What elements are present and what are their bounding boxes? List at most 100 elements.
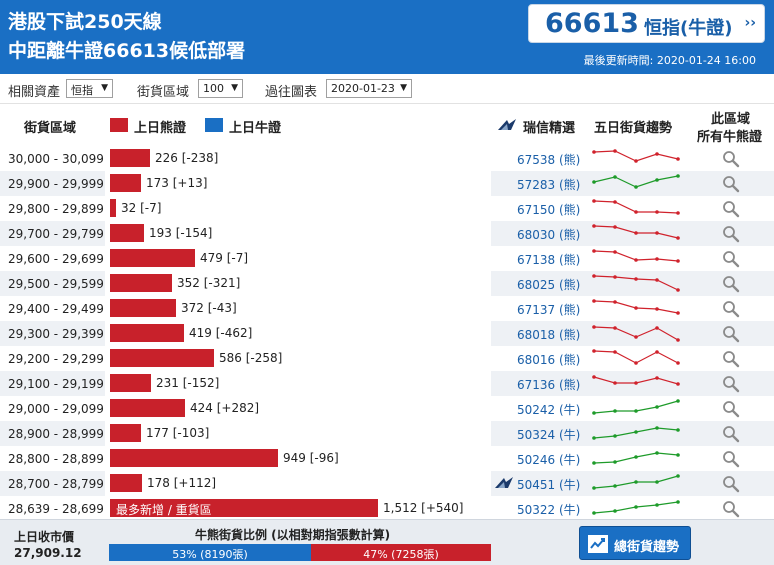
- headline-line1: 港股下試250天線: [8, 11, 162, 33]
- search-icon[interactable]: [722, 475, 740, 493]
- close-label: 上日收市價: [14, 530, 75, 544]
- chart-date-select[interactable]: 2020-01-23 ▼: [326, 79, 412, 98]
- search-icon[interactable]: [722, 275, 740, 293]
- sparkline-point: [613, 381, 617, 385]
- col-zone: 街貨區域: [24, 121, 77, 136]
- warrant-code-link[interactable]: 50324 (牛): [517, 428, 581, 442]
- search-icon[interactable]: [722, 200, 740, 218]
- row-right-bg: [491, 271, 774, 296]
- five-day-sparkline: [592, 199, 680, 215]
- zone-range: 30,000 - 30,099: [8, 152, 104, 166]
- zone-range: 28,900 - 28,999: [0, 421, 105, 446]
- search-icon[interactable]: [722, 225, 740, 243]
- heavy-zone-label: 最多新增 / 重貨區: [116, 503, 212, 517]
- warrant-code-link[interactable]: 50242 (牛): [517, 403, 581, 417]
- total-trend-label: 總街貨趨勢: [614, 540, 680, 555]
- five-day-sparkline: [592, 299, 680, 315]
- warrant-code-link[interactable]: 68016 (熊): [517, 353, 581, 367]
- featured-code: 66613: [545, 8, 639, 39]
- sparkline-point: [592, 325, 596, 329]
- warrant-code-link[interactable]: 67137 (熊): [517, 303, 581, 317]
- warrant-code-link[interactable]: 68025 (熊): [517, 278, 581, 292]
- warrant-code-link[interactable]: 67136 (熊): [517, 378, 581, 392]
- bull-ratio-segment: 53% (8190張): [109, 544, 311, 561]
- bar-value-label: 177 [-103]: [146, 426, 210, 440]
- table-row: 30,000 - 30,099 226 [-238] 67538 (熊): [0, 146, 774, 171]
- bear-bar: [110, 474, 142, 492]
- search-icon[interactable]: [722, 250, 740, 268]
- sparkline-point: [676, 500, 680, 504]
- zone-range: 29,400 - 29,499: [8, 302, 104, 316]
- page-header: 港股下試250天線 中距離牛證66613候低部署 66613 恒指(牛證) ››…: [0, 0, 774, 74]
- credit-suisse-sail-icon: [498, 119, 516, 130]
- sparkline-point: [655, 307, 659, 311]
- bear-legend-swatch: [110, 118, 128, 132]
- warrant-code-link[interactable]: 50246 (牛): [517, 453, 581, 467]
- zone-range: 29,900 - 29,999: [0, 171, 105, 196]
- warrant-code-link[interactable]: 57283 (熊): [517, 178, 581, 192]
- update-time: 最後更新時間: 2020-01-24 16:00: [583, 54, 756, 67]
- search-icon[interactable]: [722, 425, 740, 443]
- sparkline-point: [592, 436, 596, 440]
- warrant-code-link[interactable]: 50322 (牛): [517, 503, 581, 517]
- asset-select[interactable]: 恒指 ▼: [66, 79, 113, 98]
- zone-range: 29,100 - 29,199: [0, 371, 105, 396]
- sparkline-point: [613, 409, 617, 413]
- sparkline-point: [634, 306, 638, 310]
- table-row: 29,100 - 29,199 231 [-152] 67136 (熊): [0, 371, 774, 396]
- search-icon[interactable]: [722, 375, 740, 393]
- sparkline-point: [634, 159, 638, 163]
- search-icon[interactable]: [722, 500, 740, 518]
- search-icon[interactable]: [722, 150, 740, 168]
- zone-label: 街貨區域: [137, 85, 190, 100]
- five-day-sparkline: [592, 375, 680, 386]
- sparkline-point: [592, 349, 596, 353]
- sparkline-point: [655, 426, 659, 430]
- five-day-sparkline: [592, 500, 680, 515]
- zone-range: 29,700 - 29,799: [0, 221, 105, 246]
- warrant-code-link[interactable]: 67138 (熊): [517, 253, 581, 267]
- chart-date-label: 過往圖表: [265, 85, 318, 100]
- sparkline-point: [634, 335, 638, 339]
- bear-legend: 上日熊證: [134, 121, 187, 136]
- sparkline-point: [634, 480, 638, 484]
- search-icon[interactable]: [722, 350, 740, 368]
- sparkline-point: [676, 382, 680, 386]
- warrant-code-link[interactable]: 68030 (熊): [517, 228, 581, 242]
- sparkline-point: [592, 249, 596, 253]
- search-icon[interactable]: [722, 400, 740, 418]
- table-row: 28,700 - 28,799 178 [+112] 50451 (牛): [0, 471, 774, 496]
- sparkline-point: [613, 484, 617, 488]
- sparkline-point: [655, 178, 659, 182]
- sparkline-point: [655, 405, 659, 409]
- sparkline-point: [592, 411, 596, 415]
- featured-warrant-link[interactable]: 66613 恒指(牛證) ››: [528, 4, 765, 43]
- bar-value-label: 372 [-43]: [181, 301, 237, 315]
- total-trend-button[interactable]: 總街貨趨勢: [579, 526, 691, 560]
- table-row: 28,900 - 28,999 177 [-103] 50324 (牛): [0, 421, 774, 446]
- table-row: 28,639 - 28,699 最多新增 / 重貨區 1,512 [+540] 503…: [0, 496, 774, 521]
- five-day-sparkline: [592, 349, 680, 365]
- sparkline-point: [592, 180, 596, 184]
- sparkline-point: [655, 376, 659, 380]
- sparkline-point: [613, 434, 617, 438]
- search-icon[interactable]: [722, 325, 740, 343]
- zone-select[interactable]: 100 ▼: [198, 79, 243, 98]
- warrant-code-link[interactable]: 68018 (熊): [517, 328, 581, 342]
- sparkline-point: [676, 288, 680, 292]
- row-right-bg: [491, 471, 774, 496]
- bar-value-label: 419 [-462]: [189, 326, 253, 340]
- column-headers: 街貨區域 上日熊證 上日牛證 瑞信精選 五日街貨趨勢 此區域 所有牛熊證: [0, 104, 774, 145]
- table-row: 29,800 - 29,899 32 [-7] 67150 (熊): [0, 196, 774, 221]
- sparkline-point: [592, 274, 596, 278]
- search-icon[interactable]: [722, 300, 740, 318]
- warrant-code-link[interactable]: 67150 (熊): [517, 203, 581, 217]
- warrant-code-link[interactable]: 50451 (牛): [517, 478, 581, 492]
- bear-bar: [110, 249, 195, 267]
- warrant-code-link[interactable]: 67538 (熊): [517, 153, 581, 167]
- search-icon[interactable]: [722, 175, 740, 193]
- sparkline-point: [676, 338, 680, 342]
- search-icon[interactable]: [722, 450, 740, 468]
- col-picks: 瑞信精選: [523, 121, 576, 136]
- sparkline-point: [634, 361, 638, 365]
